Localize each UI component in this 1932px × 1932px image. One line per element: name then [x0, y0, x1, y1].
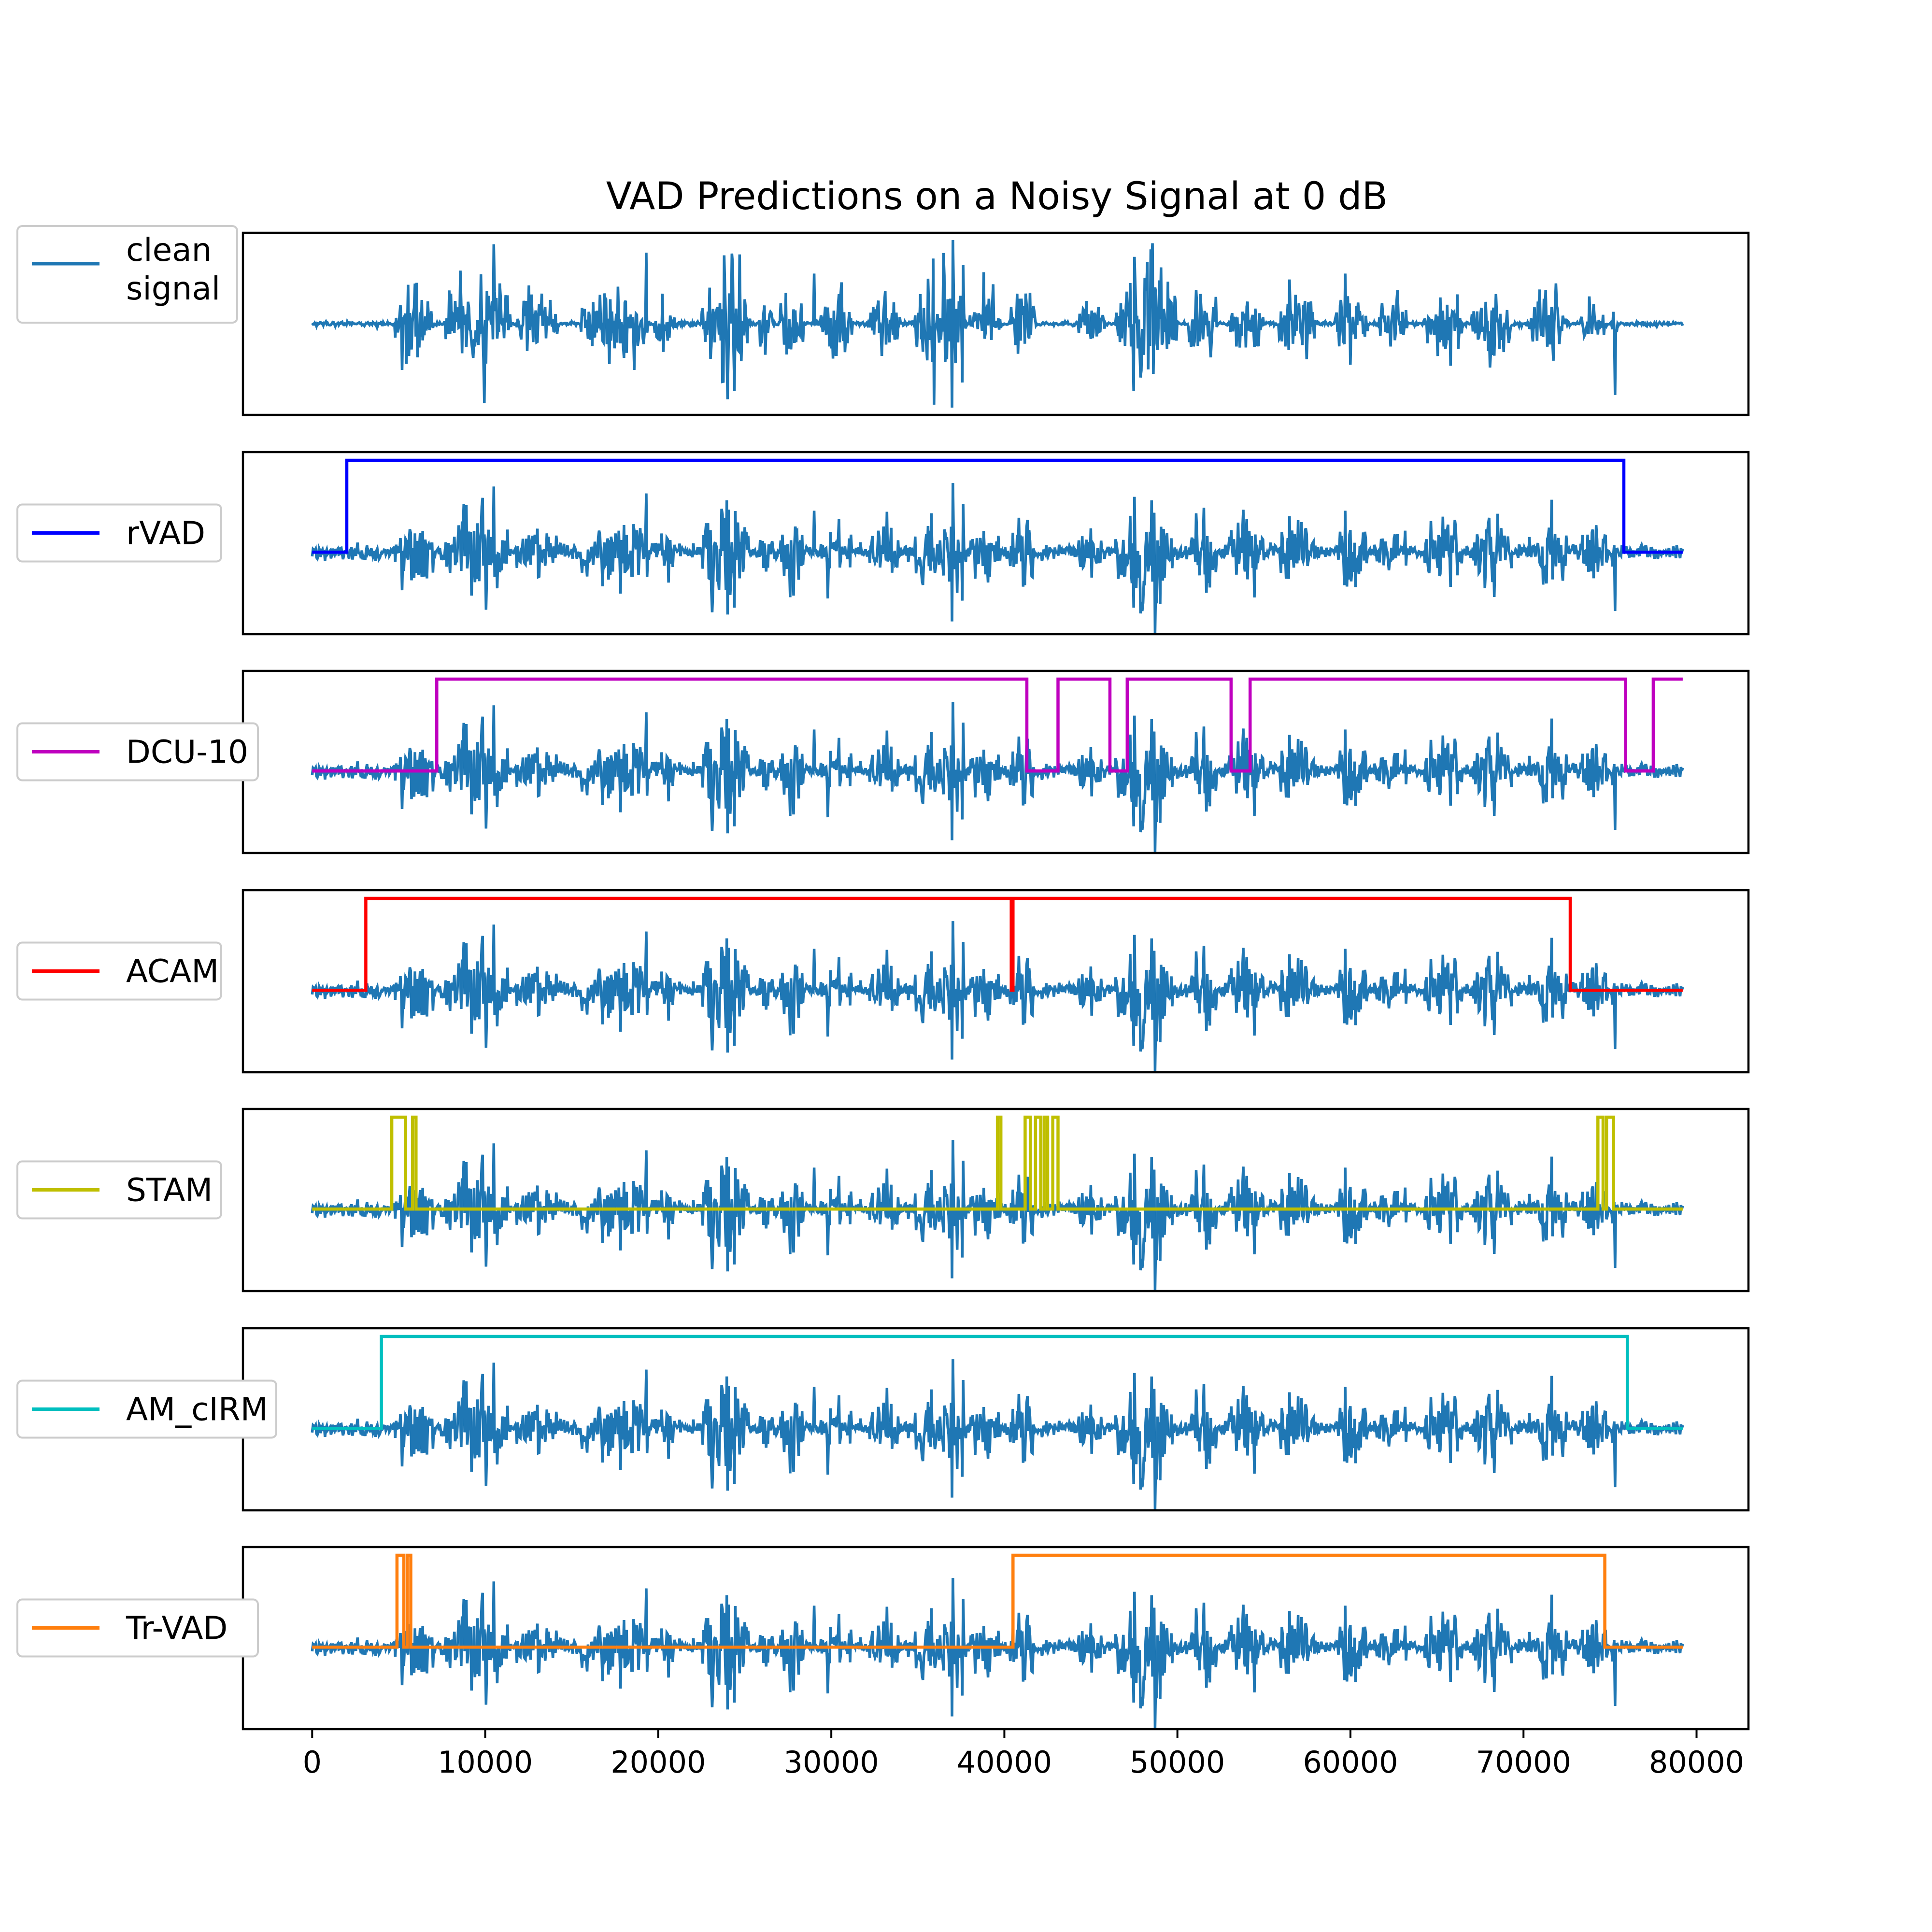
vad-line-6	[312, 1553, 1683, 1649]
axes-frame-3	[242, 889, 1750, 1074]
vad-line-1	[312, 458, 1683, 554]
legend-box-3	[16, 941, 222, 1001]
legend-label-1-0: rVAD	[126, 515, 205, 552]
x-tick-label-3: 30000	[784, 1745, 879, 1780]
legend-box-2	[16, 722, 259, 781]
vad-line-5	[312, 1335, 1683, 1430]
legend-box-5	[16, 1379, 277, 1439]
legend-label-2-0: DCU-10	[126, 734, 248, 771]
signal-line-6	[311, 1578, 1684, 1728]
panel-2: DCU-10	[16, 669, 1750, 854]
legend-label-3-0: ACAM	[126, 953, 219, 990]
legend-box-4	[16, 1160, 222, 1220]
panel-6: Tr-VAD	[16, 1546, 1750, 1731]
x-tick-label-7: 70000	[1476, 1745, 1571, 1780]
signal-line-2	[311, 702, 1684, 852]
legend-label-4-0: STAM	[126, 1172, 213, 1209]
signal-line-0	[311, 240, 1684, 408]
legend-label-0-0: clean	[126, 231, 212, 269]
legend-3: ACAM	[16, 941, 222, 1001]
signal-line-4	[311, 1140, 1684, 1290]
legend-box-1	[16, 503, 222, 563]
legend-label-6-0: Tr-VAD	[126, 1610, 227, 1647]
legend-box-6	[16, 1598, 259, 1658]
vad-line-3	[312, 896, 1683, 992]
panel-5: AM_cIRM	[16, 1327, 1750, 1512]
axes-frame-1	[242, 451, 1750, 636]
legend-5: AM_cIRM	[16, 1379, 277, 1439]
x-tick-label-8: 80000	[1649, 1745, 1744, 1780]
legend-6: Tr-VAD	[16, 1598, 259, 1658]
signal-line-1	[311, 483, 1684, 633]
axes-frame-4	[242, 1108, 1750, 1293]
x-tick-label-0: 0	[303, 1745, 322, 1780]
axes-frame-0	[242, 231, 1750, 416]
vad-line-4	[312, 1115, 1683, 1211]
panel-4: STAM	[16, 1108, 1750, 1293]
x-tick-label-4: 40000	[957, 1745, 1052, 1780]
chart-title: VAD Predictions on a Noisy Signal at 0 d…	[606, 175, 1388, 218]
x-axis: 0 10000 20000 30000 40000 50000 60000 70000 8000…	[303, 1729, 1744, 1780]
legend-4: STAM	[16, 1160, 222, 1220]
panel-1: rVAD	[16, 451, 1750, 636]
legend-label-0-1: signal	[126, 270, 220, 307]
panel-3: ACAM	[16, 889, 1750, 1074]
x-tick-label-1: 10000	[438, 1745, 533, 1780]
legend-label-5-0: AM_cIRM	[126, 1391, 268, 1428]
x-tick-label-6: 60000	[1303, 1745, 1398, 1780]
legend-box-0	[16, 225, 238, 324]
x-tick-label-2: 20000	[611, 1745, 706, 1780]
vad-line-2	[312, 677, 1683, 773]
signal-line-5	[311, 1359, 1684, 1509]
legend-1: rVAD	[16, 503, 222, 563]
signal-line-3	[311, 921, 1684, 1071]
x-tick-label-5: 50000	[1130, 1745, 1225, 1780]
legend-2: DCU-10	[16, 722, 259, 781]
